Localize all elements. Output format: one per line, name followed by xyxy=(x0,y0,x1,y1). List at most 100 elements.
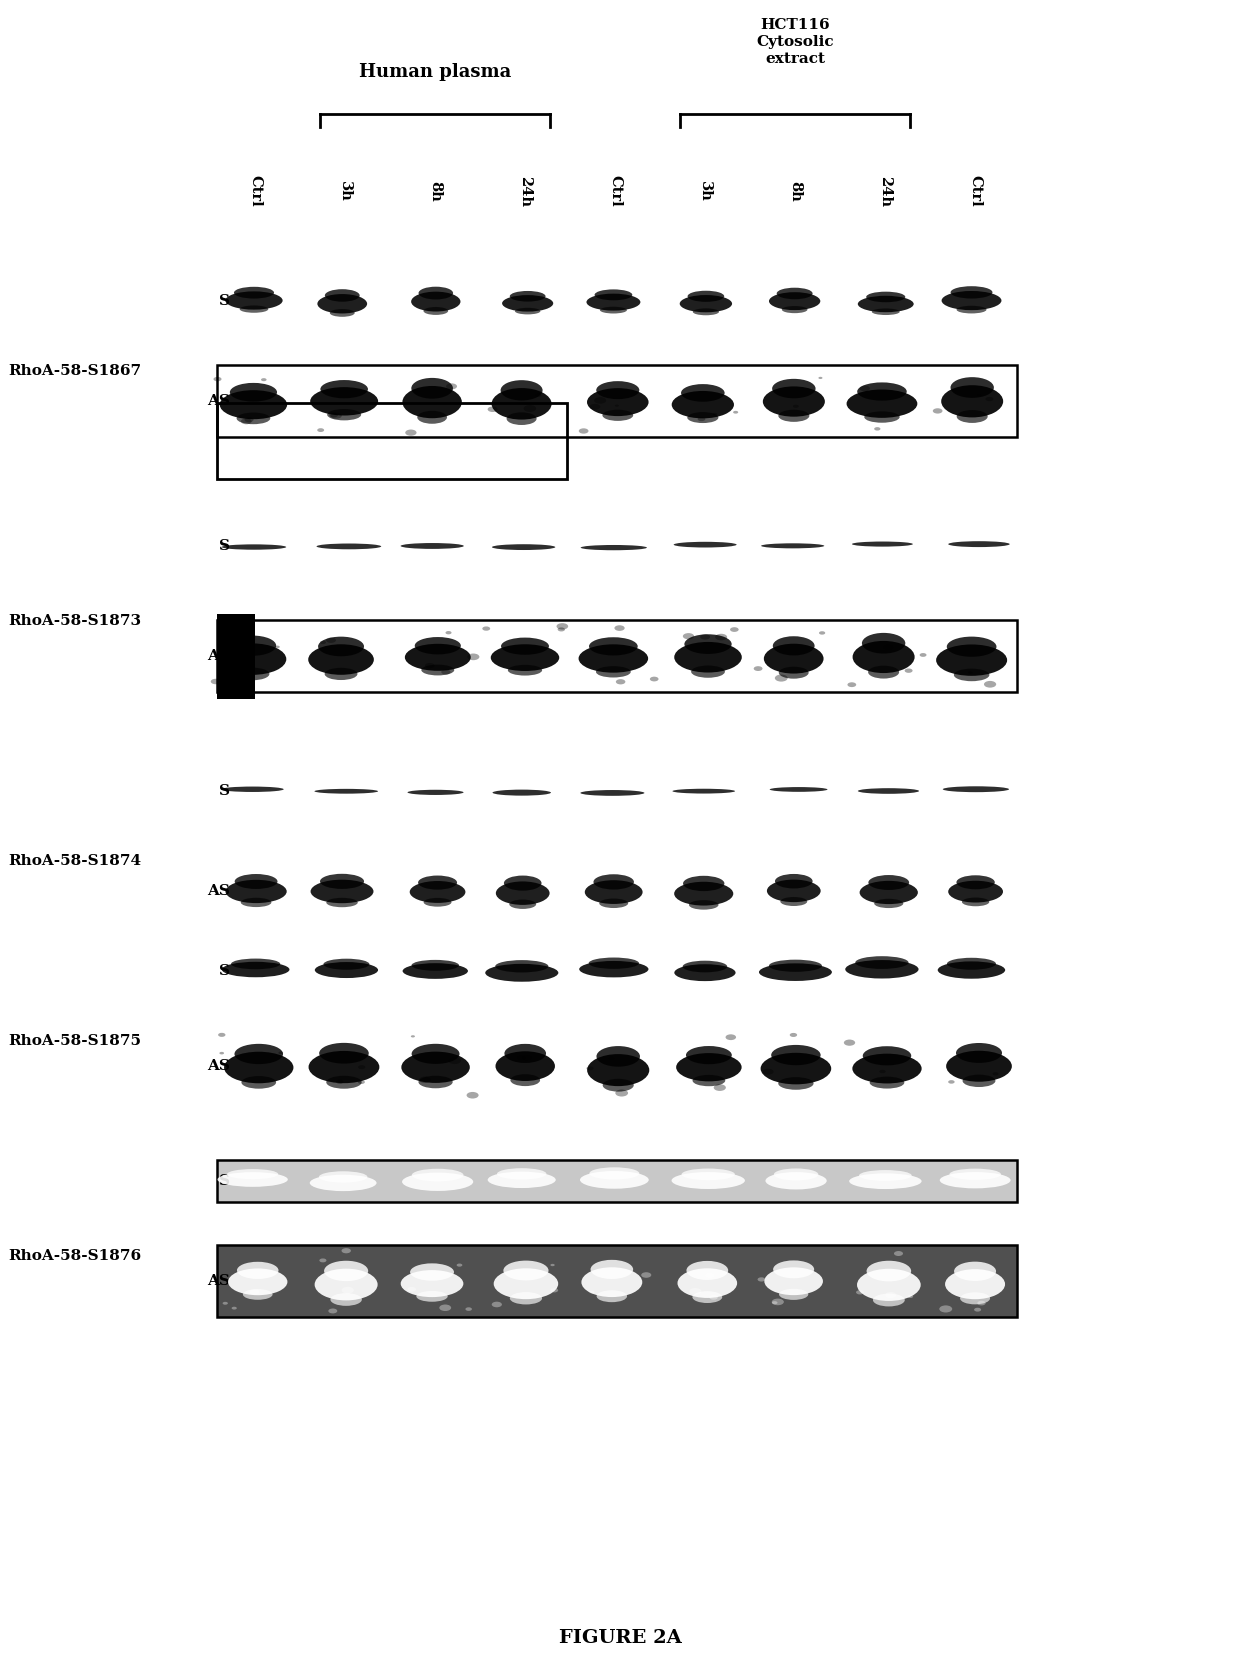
Ellipse shape xyxy=(249,1289,259,1294)
Ellipse shape xyxy=(932,409,942,414)
Ellipse shape xyxy=(773,379,816,399)
Ellipse shape xyxy=(596,665,631,677)
Ellipse shape xyxy=(672,789,735,793)
Ellipse shape xyxy=(412,1168,464,1182)
Ellipse shape xyxy=(614,625,625,630)
Ellipse shape xyxy=(675,964,735,980)
Ellipse shape xyxy=(466,1093,479,1098)
Ellipse shape xyxy=(942,786,1009,793)
Ellipse shape xyxy=(956,875,994,890)
Ellipse shape xyxy=(412,377,453,399)
Ellipse shape xyxy=(218,644,286,675)
Ellipse shape xyxy=(414,637,461,654)
Ellipse shape xyxy=(859,385,870,391)
Ellipse shape xyxy=(325,290,360,302)
Ellipse shape xyxy=(779,409,810,422)
Ellipse shape xyxy=(862,634,905,654)
Ellipse shape xyxy=(764,1267,823,1296)
Ellipse shape xyxy=(418,411,446,424)
Ellipse shape xyxy=(764,644,823,674)
Text: AS: AS xyxy=(207,883,229,898)
Ellipse shape xyxy=(309,644,373,675)
Ellipse shape xyxy=(319,1172,367,1183)
Ellipse shape xyxy=(336,1079,343,1084)
Ellipse shape xyxy=(975,1307,981,1312)
Ellipse shape xyxy=(596,1291,627,1302)
Ellipse shape xyxy=(580,1172,649,1188)
Ellipse shape xyxy=(327,409,361,421)
Ellipse shape xyxy=(310,880,373,903)
Ellipse shape xyxy=(580,789,645,796)
Bar xyxy=(217,402,567,479)
Ellipse shape xyxy=(683,877,724,892)
Ellipse shape xyxy=(439,1304,451,1311)
Ellipse shape xyxy=(523,406,536,412)
Ellipse shape xyxy=(320,380,368,399)
Ellipse shape xyxy=(224,1053,294,1083)
Ellipse shape xyxy=(341,1249,351,1254)
Ellipse shape xyxy=(511,1074,541,1086)
Ellipse shape xyxy=(701,634,711,640)
Ellipse shape xyxy=(691,665,725,677)
Ellipse shape xyxy=(589,637,637,655)
Ellipse shape xyxy=(491,389,552,419)
Text: HCT116
Cytosolic
extract: HCT116 Cytosolic extract xyxy=(756,18,833,65)
Text: 8h: 8h xyxy=(428,181,441,201)
Ellipse shape xyxy=(358,1079,365,1084)
Ellipse shape xyxy=(279,1051,283,1054)
Ellipse shape xyxy=(677,1269,737,1297)
Ellipse shape xyxy=(410,1264,454,1280)
Ellipse shape xyxy=(858,788,919,794)
Ellipse shape xyxy=(937,962,1006,979)
Ellipse shape xyxy=(977,1301,986,1306)
Ellipse shape xyxy=(859,1170,911,1182)
Ellipse shape xyxy=(603,1079,634,1091)
Ellipse shape xyxy=(319,1042,368,1064)
Ellipse shape xyxy=(326,898,358,907)
Ellipse shape xyxy=(219,391,288,419)
Ellipse shape xyxy=(818,377,822,379)
Ellipse shape xyxy=(954,669,990,680)
Ellipse shape xyxy=(229,635,277,655)
Ellipse shape xyxy=(418,875,458,890)
Ellipse shape xyxy=(587,293,640,310)
Ellipse shape xyxy=(217,1172,288,1187)
Ellipse shape xyxy=(672,391,734,419)
Ellipse shape xyxy=(792,404,799,407)
Ellipse shape xyxy=(947,637,997,657)
Text: RhoA-58-S1876: RhoA-58-S1876 xyxy=(7,1249,141,1264)
Ellipse shape xyxy=(790,1032,797,1037)
Ellipse shape xyxy=(221,786,284,793)
Ellipse shape xyxy=(223,1302,228,1304)
Ellipse shape xyxy=(864,411,900,422)
Ellipse shape xyxy=(241,898,272,907)
Text: Ctrl: Ctrl xyxy=(968,174,982,206)
Ellipse shape xyxy=(329,412,339,417)
Ellipse shape xyxy=(487,407,497,412)
Ellipse shape xyxy=(482,627,490,630)
Ellipse shape xyxy=(241,419,252,424)
Ellipse shape xyxy=(779,1289,808,1301)
Ellipse shape xyxy=(761,543,825,548)
Ellipse shape xyxy=(342,1287,353,1294)
Ellipse shape xyxy=(874,898,903,908)
Ellipse shape xyxy=(491,644,559,670)
Ellipse shape xyxy=(779,1078,813,1089)
Ellipse shape xyxy=(945,1269,1006,1299)
Ellipse shape xyxy=(589,1166,640,1180)
Ellipse shape xyxy=(232,1307,237,1309)
Ellipse shape xyxy=(242,1076,277,1089)
Ellipse shape xyxy=(325,667,357,680)
Ellipse shape xyxy=(403,385,461,419)
Text: S: S xyxy=(219,1173,229,1188)
Ellipse shape xyxy=(950,1168,1001,1180)
Text: RhoA-58-S1867: RhoA-58-S1867 xyxy=(7,364,141,379)
Ellipse shape xyxy=(401,543,464,550)
Ellipse shape xyxy=(503,1260,548,1280)
Ellipse shape xyxy=(596,1046,640,1066)
Bar xyxy=(217,1245,1017,1317)
Ellipse shape xyxy=(856,957,909,969)
Ellipse shape xyxy=(585,880,642,903)
Ellipse shape xyxy=(358,1066,366,1069)
Ellipse shape xyxy=(781,307,807,313)
